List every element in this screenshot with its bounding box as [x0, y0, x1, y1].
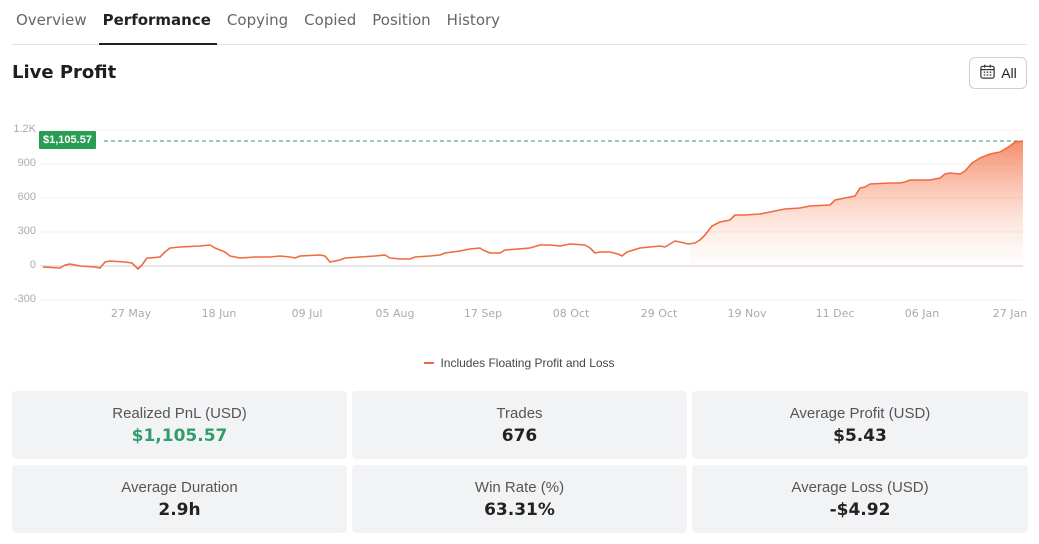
grid-lines	[40, 129, 1023, 301]
chart-plot	[40, 129, 1024, 301]
profit-line	[42, 140, 1024, 270]
tab-copying[interactable]: Copying	[226, 11, 289, 29]
stat-value: 63.31%	[484, 499, 555, 520]
legend-label[interactable]: Includes Floating Profit and Loss	[440, 356, 615, 370]
stat-label: Realized PnL (USD)	[112, 404, 247, 422]
stat-label: Average Loss (USD)	[791, 478, 929, 496]
stat-value: 676	[501, 425, 538, 446]
x-tick: 17 Sep	[463, 307, 503, 320]
y-tick: 300	[17, 225, 36, 237]
chart-legend: Includes Floating Profit and Loss	[0, 356, 1039, 370]
legend-swatch-icon	[424, 362, 435, 364]
y-tick: -300	[13, 293, 36, 305]
stat-average-profit: Average Profit (USD) $5.43	[692, 391, 1028, 459]
stat-value: $1,105.57	[131, 425, 228, 446]
stat-label: Average Duration	[121, 478, 238, 496]
stat-trades: Trades 676	[352, 391, 687, 459]
x-tick: 18 Jun	[201, 307, 237, 320]
tab-performance[interactable]: Performance	[98, 0, 217, 45]
y-tick: 0	[29, 259, 36, 271]
x-tick: 08 Oct	[552, 307, 590, 320]
stats-grid: Realized PnL (USD) $1,105.57 Trades 676 …	[12, 391, 1028, 533]
y-tick: 600	[17, 191, 36, 203]
live-profit-chart[interactable]: 1.2K 900 600 300 0 -300 27 May 18 Jun 09…	[0, 115, 1039, 330]
stat-average-duration: Average Duration 2.9h	[12, 465, 347, 533]
y-tick: 900	[17, 157, 36, 169]
period-filter-button[interactable]: All	[969, 57, 1027, 89]
stat-label: Trades	[496, 404, 543, 422]
stat-label: Average Profit (USD)	[789, 404, 931, 422]
x-tick: 27 Jan	[992, 307, 1028, 320]
period-filter-label: All	[1001, 65, 1017, 81]
calendar-icon	[979, 63, 996, 83]
stat-value: $5.43	[833, 425, 887, 446]
tab-history[interactable]: History	[446, 11, 501, 29]
section-title: Live Profit	[12, 62, 117, 83]
tab-overview[interactable]: Overview	[16, 11, 87, 29]
stat-label: Win Rate (%)	[474, 478, 565, 496]
x-tick: 05 Aug	[375, 307, 415, 320]
stat-value: 2.9h	[158, 499, 201, 520]
x-tick: 09 Jul	[291, 307, 323, 320]
stat-win-rate: Win Rate (%) 63.31%	[352, 465, 687, 533]
tab-copied[interactable]: Copied	[304, 11, 357, 29]
stat-realized-pnl: Realized PnL (USD) $1,105.57	[12, 391, 347, 459]
x-tick: 27 May	[110, 307, 152, 320]
x-tick: 29 Oct	[640, 307, 678, 320]
x-tick: 11 Dec	[815, 307, 855, 320]
tab-bar: Overview Performance Copying Copied Posi…	[12, 0, 1027, 45]
y-tick: 1.2K	[13, 123, 36, 135]
x-tick: 19 Nov	[727, 307, 767, 320]
stat-value: -$4.92	[829, 499, 891, 520]
stat-average-loss: Average Loss (USD) -$4.92	[692, 465, 1028, 533]
tab-position[interactable]: Position	[372, 11, 431, 29]
current-value-tag: $1,105.57	[39, 131, 96, 149]
x-tick: 06 Jan	[904, 307, 940, 320]
